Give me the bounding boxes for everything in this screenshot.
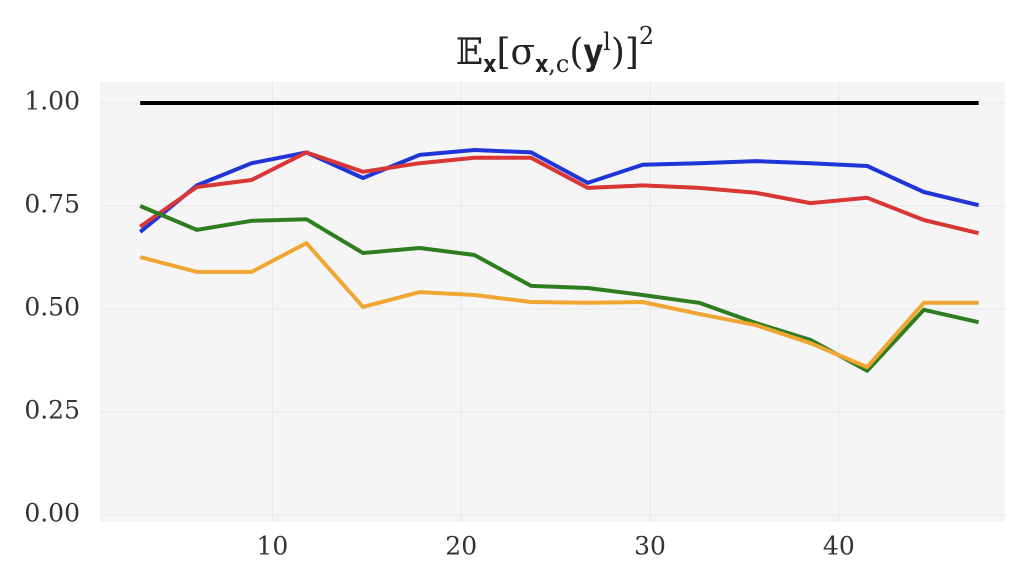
- x-tick-label: 20: [445, 532, 477, 561]
- title-part: (𝐲: [569, 32, 603, 73]
- y-tick-label: 0.00: [24, 499, 80, 528]
- x-tick-label: 10: [256, 532, 288, 561]
- chart-title: 𝔼𝐱[σ𝐱,c(𝐲l)]2: [456, 22, 654, 78]
- y-tick-label: 1.00: [24, 87, 80, 116]
- title-part: 𝐱,c: [535, 50, 569, 78]
- series-line: [138, 148, 980, 234]
- x-tick-label: 30: [634, 532, 666, 561]
- series-line: [139, 150, 980, 236]
- title-part: 𝔼: [456, 32, 483, 73]
- title-part: [σ: [496, 32, 535, 73]
- y-tick-label: 0.25: [24, 396, 80, 425]
- title-part: l: [603, 28, 611, 56]
- title-part: 𝐱: [483, 50, 496, 78]
- y-tick-label: 0.50: [24, 293, 80, 322]
- title-part: )]: [611, 32, 639, 73]
- title-part: 2: [639, 22, 654, 50]
- series-line: [139, 241, 979, 370]
- x-tick-label: 40: [823, 532, 855, 561]
- y-tick-label: 0.75: [24, 190, 80, 219]
